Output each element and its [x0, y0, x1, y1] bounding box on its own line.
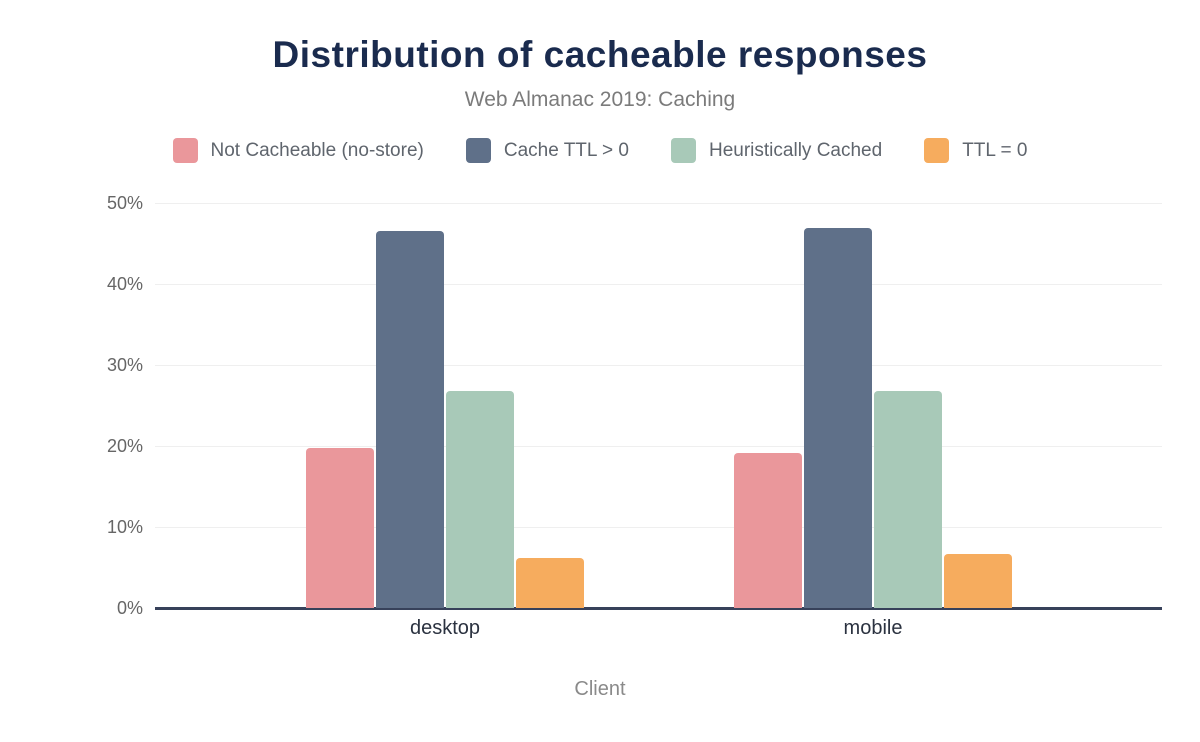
- bar-group-mobile: [734, 203, 1012, 608]
- y-tick-label: 50%: [106, 193, 143, 213]
- bar: [874, 390, 942, 608]
- legend-swatch: [671, 138, 696, 163]
- legend-label: TTL = 0: [962, 139, 1028, 161]
- bar: [516, 557, 584, 608]
- bar: [944, 553, 1012, 608]
- bar: [376, 230, 444, 608]
- bar-group-desktop: [306, 203, 584, 608]
- y-tick-label: 20%: [106, 436, 143, 456]
- legend-label: Heuristically Cached: [709, 139, 883, 161]
- bar: [306, 447, 374, 608]
- y-tick-label: 30%: [106, 355, 143, 375]
- legend-swatch: [172, 138, 198, 163]
- legend: Not Cacheable (no-store) Cache TTL > 0 Heu…: [0, 138, 1200, 163]
- bar: [446, 390, 514, 608]
- legend-item: Cache TTL > 0: [465, 138, 629, 163]
- y-tick-label: 10%: [106, 517, 143, 537]
- legend-label: Not Cacheable (no-store): [210, 139, 424, 161]
- legend-swatch: [924, 138, 950, 163]
- x-category-label: mobile: [843, 617, 903, 639]
- gridline: [155, 446, 1162, 447]
- chart-subtitle: Web Almanac 2019: Caching: [464, 88, 736, 111]
- y-tick-label: 40%: [106, 274, 143, 294]
- gridline: [155, 203, 1162, 204]
- chart-title: Distribution of cacheable responses: [272, 34, 928, 75]
- legend-swatch: [465, 138, 491, 163]
- bar: [734, 453, 802, 608]
- gridline: [155, 284, 1162, 285]
- plot-area: [155, 203, 1162, 610]
- gridline: [155, 365, 1162, 366]
- x-axis-title: Client: [574, 678, 626, 700]
- y-tick-label: 0%: [116, 598, 143, 618]
- x-axis-line: [155, 607, 1162, 610]
- gridline: [155, 527, 1162, 528]
- legend-item: TTL = 0: [924, 138, 1027, 163]
- legend-item: Heuristically Cached: [671, 138, 882, 163]
- legend-item: Not Cacheable (no-store): [172, 138, 424, 163]
- x-category-label: desktop: [409, 617, 481, 639]
- bar: [804, 228, 872, 608]
- legend-label: Cache TTL > 0: [503, 139, 629, 161]
